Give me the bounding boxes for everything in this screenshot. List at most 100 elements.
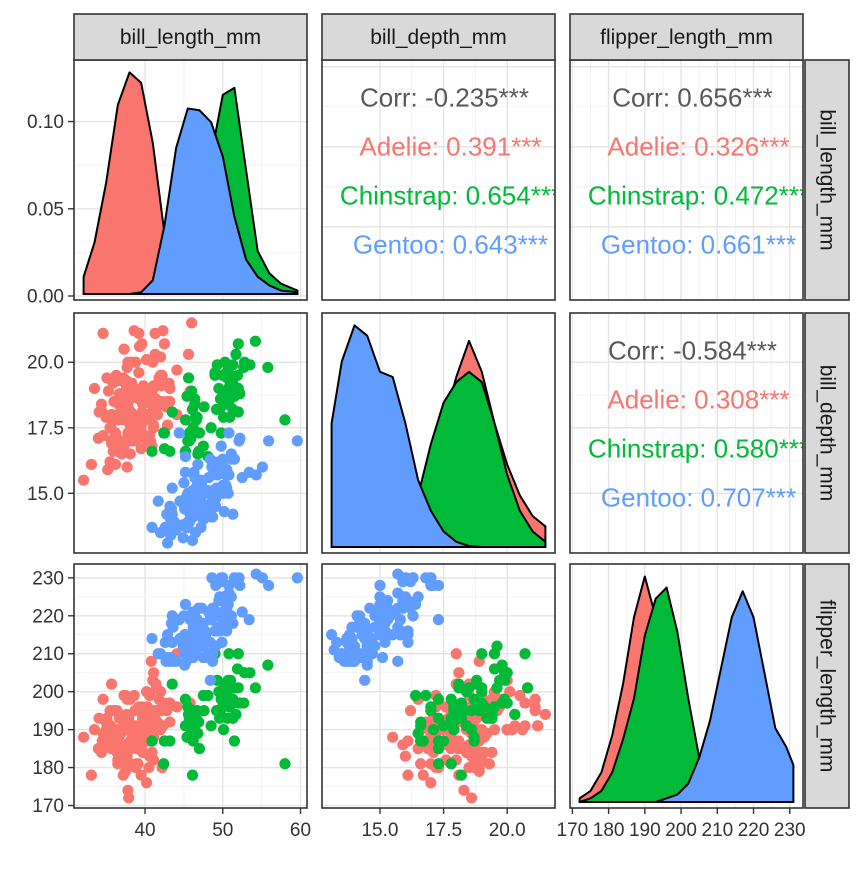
strip-label: bill_length_mm xyxy=(120,26,261,49)
scatter-point-gentoo xyxy=(192,458,204,471)
scatter-point-gentoo xyxy=(195,521,207,533)
scatter-point-gentoo xyxy=(256,572,269,584)
scatter-panel-2-1 xyxy=(326,568,551,804)
scatter-point-adelie xyxy=(186,317,198,329)
scatter-point-gentoo xyxy=(331,636,343,648)
scatter-point-gentoo xyxy=(356,629,368,641)
scatter-point-adelie xyxy=(85,769,97,781)
scatter-point-gentoo xyxy=(161,537,174,549)
scatter-point-adelie xyxy=(144,724,157,736)
scatter-point-chinstrap xyxy=(182,372,195,384)
scatter-point-chinstrap xyxy=(202,689,214,702)
scatter-point-adelie xyxy=(163,697,175,709)
scatter-point-chinstrap xyxy=(205,720,217,732)
scatter-point-chinstrap xyxy=(486,708,498,721)
correlation-overall: Corr: -0.584*** xyxy=(608,336,777,366)
scatter-point-adelie xyxy=(92,432,104,444)
panel-border xyxy=(569,563,804,809)
scatter-point-gentoo xyxy=(374,614,386,626)
scatter-point-adelie xyxy=(124,735,136,747)
scatter-point-adelie xyxy=(92,743,104,755)
density-curve-gentoo xyxy=(578,590,795,803)
scatter-point-adelie xyxy=(141,701,153,713)
strip-right-bill_depth_mm: bill_depth_mm xyxy=(804,312,850,554)
scatter-point-adelie xyxy=(453,667,465,679)
density-panel-0 xyxy=(82,71,299,295)
strip-right-bill_length_mm: bill_length_mm xyxy=(804,59,850,301)
scatter-point-gentoo xyxy=(205,614,217,626)
scatter-point-chinstrap xyxy=(231,663,244,675)
scatter-point-adelie xyxy=(108,705,120,717)
scatter-point-adelie xyxy=(119,689,132,702)
scatter-point-gentoo xyxy=(192,506,204,518)
panel-border xyxy=(73,563,308,809)
scatter-point-chinstrap xyxy=(234,697,246,709)
scatter-point-gentoo xyxy=(179,466,192,478)
scatter-point-chinstrap xyxy=(425,705,437,717)
scatter-point-gentoo xyxy=(364,602,376,614)
correlation-panel-1-2: Corr: -0.584*** Adelie: 0.308*** Chinstrap… xyxy=(588,336,809,513)
scatter-point-adelie xyxy=(417,769,429,781)
scatter-point-adelie xyxy=(140,686,153,698)
scatter-point-chinstrap xyxy=(191,411,203,423)
scatter-point-adelie xyxy=(121,461,133,473)
strip-right-flipper_length_mm: flipper_length_mm xyxy=(804,563,850,809)
scatter-point-gentoo xyxy=(243,614,255,626)
scatter-point-adelie xyxy=(121,361,133,374)
scatter-point-gentoo xyxy=(152,495,164,507)
scatter-point-gentoo xyxy=(165,655,177,667)
scatter-point-adelie xyxy=(140,777,153,789)
scatter-point-chinstrap xyxy=(279,758,291,770)
correlation-adelie: Adelie: 0.308*** xyxy=(607,385,789,415)
panel-border xyxy=(73,312,308,554)
scatter-point-adelie xyxy=(105,720,117,732)
scatter-point-gentoo xyxy=(228,572,241,584)
x-axis-tick-label: 230 xyxy=(774,820,806,841)
scatter-point-gentoo xyxy=(215,440,227,452)
scatter-point-chinstrap xyxy=(249,682,262,694)
strip-background xyxy=(804,59,850,301)
scatter-point-chinstrap xyxy=(262,659,274,671)
scatter-point-chinstrap xyxy=(432,758,445,770)
strip-top-bill_length_mm: bill_length_mm xyxy=(73,13,308,61)
y-axis-tick-label: 0.00 xyxy=(27,287,64,308)
strip-background xyxy=(804,563,850,809)
scatter-point-gentoo xyxy=(392,587,404,599)
scatter-point-gentoo xyxy=(173,427,185,439)
y-axis-tick-label: 0.10 xyxy=(27,112,64,133)
density-panel-2 xyxy=(578,575,795,803)
panel-border xyxy=(569,312,804,554)
scatter-point-chinstrap xyxy=(179,414,192,426)
scatter-point-adelie xyxy=(102,464,114,476)
y-axis-tick-label: 180 xyxy=(32,758,64,779)
scatter-point-adelie xyxy=(144,435,157,447)
density-curve-gentoo xyxy=(82,107,299,295)
scatter-point-gentoo xyxy=(192,629,204,641)
scatter-point-adelie xyxy=(118,343,130,355)
scatter-point-chinstrap xyxy=(223,648,235,660)
scatter-point-adelie xyxy=(182,348,195,360)
scatter-point-gentoo xyxy=(432,614,445,626)
scatter-point-gentoo xyxy=(216,458,228,471)
scatter-point-adelie xyxy=(458,784,470,796)
scatter-point-adelie xyxy=(133,327,145,339)
scatter-point-adelie xyxy=(137,411,149,423)
scatter-point-chinstrap xyxy=(427,724,440,736)
scatter-point-gentoo xyxy=(202,651,214,664)
scatter-point-chinstrap xyxy=(279,414,291,426)
scatter-point-chinstrap xyxy=(232,406,244,418)
scatter-point-adelie xyxy=(425,777,437,789)
scatter-point-gentoo xyxy=(369,640,381,652)
scatter-point-adelie xyxy=(123,792,135,804)
scatter-point-chinstrap xyxy=(244,667,256,679)
scatter-point-gentoo xyxy=(263,435,275,447)
scatter-point-gentoo xyxy=(221,625,233,637)
scatter-point-chinstrap xyxy=(211,359,223,371)
strip-label: flipper_length_mm xyxy=(816,600,839,773)
correlation-overall: Corr: 0.656*** xyxy=(612,83,772,113)
y-axis-tick-label: 200 xyxy=(32,682,64,703)
scatter-point-gentoo xyxy=(180,655,192,667)
scatter-point-adelie xyxy=(122,712,134,724)
scatter-point-adelie xyxy=(156,369,168,381)
scatter-point-gentoo xyxy=(179,598,192,611)
